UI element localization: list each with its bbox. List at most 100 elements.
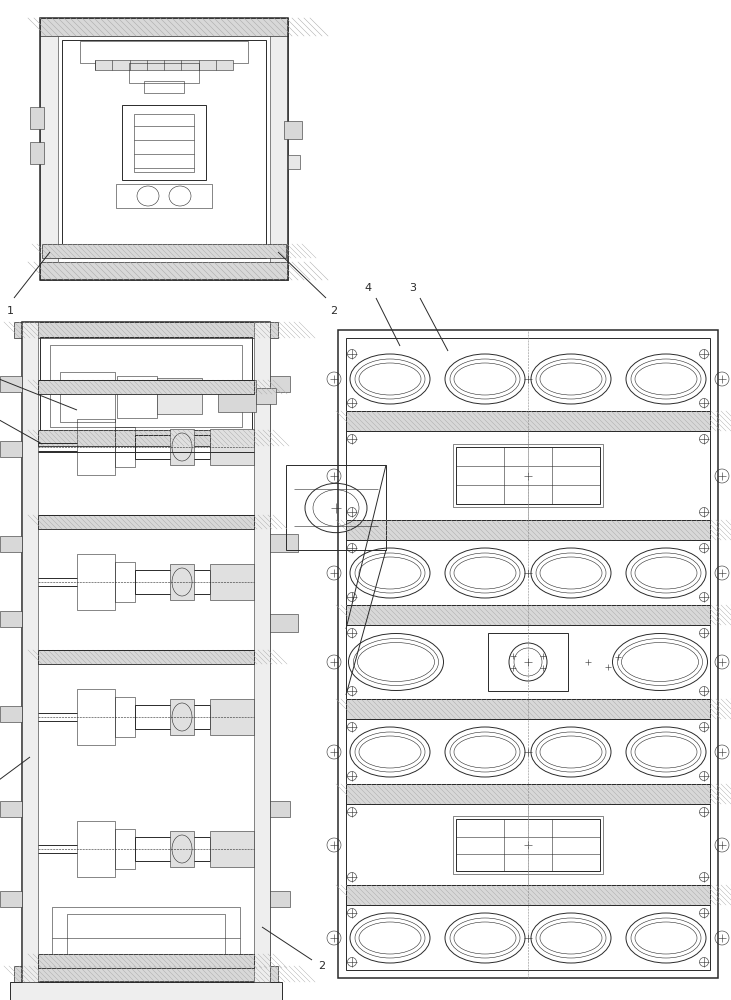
- Bar: [122, 105, 206, 180]
- Bar: [346, 699, 710, 719]
- Bar: [115, 562, 135, 602]
- Bar: [288, 155, 300, 169]
- Bar: [30, 142, 44, 164]
- Bar: [210, 429, 254, 465]
- Bar: [270, 534, 298, 552]
- Bar: [270, 376, 290, 392]
- Bar: [346, 520, 710, 540]
- Bar: [77, 689, 115, 745]
- Bar: [115, 427, 135, 467]
- Bar: [0, 706, 22, 722]
- Bar: [346, 784, 710, 804]
- Bar: [170, 564, 194, 600]
- Bar: [0, 441, 22, 457]
- Bar: [346, 885, 710, 905]
- Bar: [346, 699, 710, 719]
- Bar: [10, 982, 282, 1000]
- Bar: [135, 570, 210, 594]
- Text: 3: 3: [409, 283, 417, 293]
- Bar: [346, 699, 710, 719]
- Bar: [38, 430, 254, 446]
- Bar: [40, 18, 288, 36]
- Bar: [77, 821, 115, 877]
- Bar: [0, 376, 22, 392]
- Bar: [30, 107, 44, 129]
- Bar: [116, 184, 212, 208]
- Bar: [50, 345, 242, 427]
- Bar: [38, 380, 254, 394]
- Bar: [40, 262, 288, 280]
- Bar: [0, 891, 22, 907]
- Bar: [0, 611, 22, 627]
- Bar: [22, 322, 38, 982]
- Text: 1: 1: [7, 306, 13, 316]
- Bar: [346, 338, 710, 970]
- Bar: [453, 816, 603, 874]
- Bar: [157, 378, 202, 414]
- Bar: [346, 784, 710, 804]
- Bar: [38, 515, 254, 529]
- Bar: [14, 322, 278, 338]
- Bar: [38, 954, 254, 968]
- Bar: [67, 914, 225, 958]
- Bar: [40, 337, 252, 432]
- Bar: [42, 244, 286, 258]
- Bar: [0, 536, 22, 552]
- Bar: [210, 831, 254, 867]
- Bar: [270, 801, 290, 817]
- Bar: [40, 36, 58, 262]
- Bar: [170, 831, 194, 867]
- Bar: [60, 372, 115, 422]
- Bar: [270, 36, 288, 262]
- Bar: [80, 41, 248, 63]
- Bar: [453, 444, 603, 507]
- Bar: [77, 419, 115, 475]
- Bar: [134, 114, 194, 172]
- Bar: [38, 515, 254, 529]
- Bar: [210, 564, 254, 600]
- Bar: [62, 40, 266, 258]
- Bar: [14, 966, 278, 982]
- Bar: [218, 380, 256, 412]
- Text: 4: 4: [365, 283, 371, 293]
- Bar: [346, 605, 710, 625]
- Bar: [256, 388, 276, 404]
- Bar: [456, 819, 600, 871]
- Bar: [38, 380, 254, 394]
- Bar: [135, 705, 210, 729]
- Bar: [210, 699, 254, 735]
- Bar: [338, 330, 718, 978]
- Text: 2: 2: [319, 961, 325, 971]
- Bar: [135, 435, 210, 459]
- Bar: [170, 699, 194, 735]
- Bar: [346, 411, 710, 431]
- Bar: [77, 554, 115, 610]
- Bar: [115, 829, 135, 869]
- Bar: [52, 907, 240, 962]
- Bar: [456, 447, 600, 504]
- Bar: [95, 60, 233, 70]
- Bar: [38, 650, 254, 664]
- Bar: [40, 18, 288, 280]
- Bar: [346, 520, 710, 540]
- Bar: [22, 322, 270, 982]
- Bar: [346, 784, 710, 804]
- Bar: [115, 697, 135, 737]
- Bar: [170, 429, 194, 465]
- Bar: [270, 614, 298, 632]
- Bar: [270, 891, 290, 907]
- Bar: [38, 650, 254, 664]
- Bar: [38, 430, 254, 446]
- Bar: [488, 633, 568, 691]
- Bar: [0, 801, 22, 817]
- Bar: [346, 605, 710, 625]
- Bar: [346, 520, 710, 540]
- Bar: [144, 81, 184, 93]
- Bar: [117, 376, 157, 418]
- Bar: [38, 954, 254, 968]
- Bar: [346, 605, 710, 625]
- Bar: [346, 411, 710, 431]
- Bar: [135, 837, 210, 861]
- Text: 2: 2: [330, 306, 338, 316]
- Bar: [284, 121, 302, 139]
